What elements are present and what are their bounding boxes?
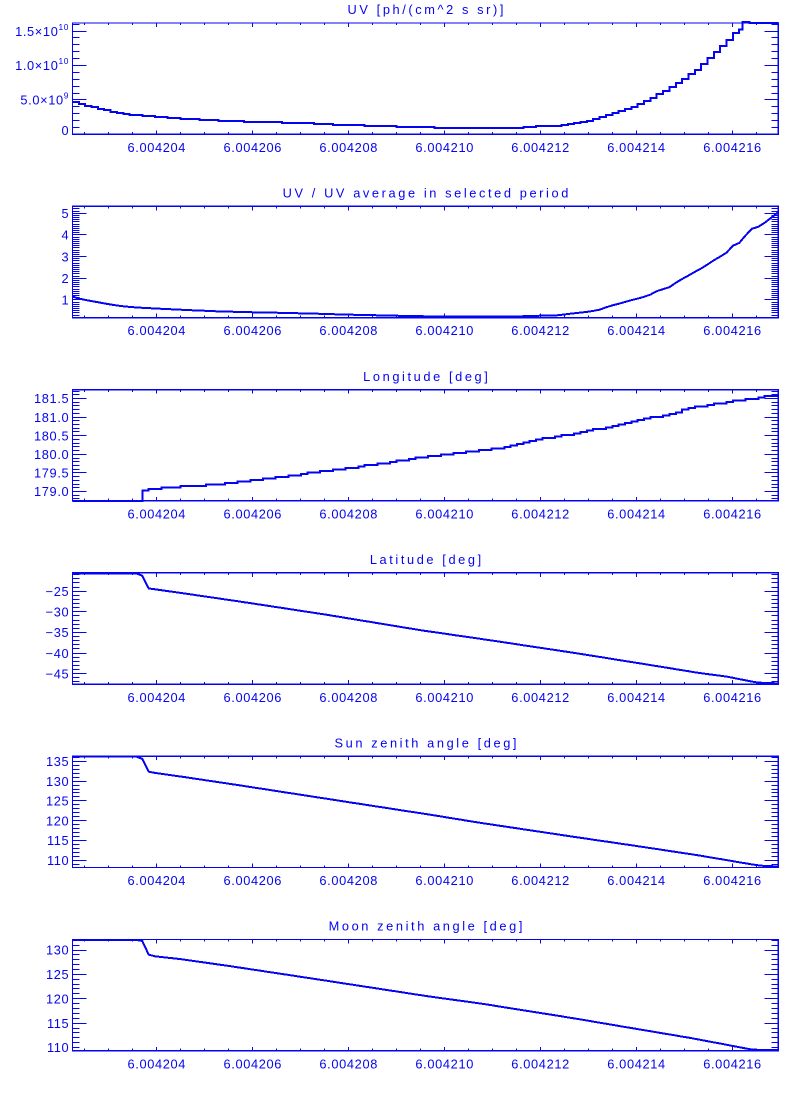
svg-text:Moon zenith angle [deg]: Moon zenith angle [deg] (329, 919, 525, 934)
svg-text:−40: −40 (46, 646, 70, 661)
svg-text:6.004206: 6.004206 (224, 873, 283, 888)
svg-text:115: 115 (47, 833, 69, 848)
svg-text:6.004206: 6.004206 (224, 507, 283, 522)
svg-text:6.004214: 6.004214 (607, 507, 666, 522)
svg-text:6.004216: 6.004216 (703, 507, 762, 522)
svg-text:6.004212: 6.004212 (511, 140, 570, 155)
svg-text:6.004212: 6.004212 (511, 323, 570, 338)
svg-text:0: 0 (62, 123, 70, 138)
svg-text:6.004212: 6.004212 (511, 873, 570, 888)
svg-text:−25: −25 (46, 584, 70, 599)
svg-text:130: 130 (46, 943, 69, 958)
svg-text:115: 115 (47, 1016, 69, 1031)
svg-text:130: 130 (46, 774, 69, 789)
svg-text:1.5×1010: 1.5×1010 (15, 22, 69, 39)
svg-text:1.0×1010: 1.0×1010 (15, 56, 69, 73)
svg-text:6.004214: 6.004214 (607, 873, 666, 888)
svg-text:110: 110 (47, 853, 69, 868)
svg-text:120: 120 (46, 992, 69, 1007)
svg-text:6.004210: 6.004210 (415, 140, 474, 155)
svg-text:2: 2 (62, 271, 70, 286)
svg-text:Sun zenith angle [deg]: Sun zenith angle [deg] (335, 735, 520, 750)
svg-text:6.004216: 6.004216 (703, 873, 762, 888)
svg-text:6.004212: 6.004212 (511, 507, 570, 522)
svg-text:179.0: 179.0 (34, 484, 69, 499)
svg-text:4: 4 (62, 228, 70, 243)
svg-text:Longitude [deg]: Longitude [deg] (363, 369, 490, 384)
svg-text:135: 135 (46, 754, 69, 769)
svg-text:6.004210: 6.004210 (415, 323, 474, 338)
svg-text:6.004204: 6.004204 (128, 140, 187, 155)
svg-text:6.004214: 6.004214 (607, 140, 666, 155)
svg-text:Latitude [deg]: Latitude [deg] (370, 552, 484, 567)
svg-text:UV [ph/(cm^2 s sr)]: UV [ph/(cm^2 s sr)] (348, 2, 507, 17)
svg-text:6.004216: 6.004216 (703, 1056, 762, 1071)
svg-text:6.004206: 6.004206 (224, 140, 283, 155)
svg-text:6.004210: 6.004210 (415, 1056, 474, 1071)
svg-text:6.004204: 6.004204 (128, 873, 187, 888)
svg-text:179.5: 179.5 (34, 466, 69, 481)
svg-text:6.004206: 6.004206 (224, 323, 283, 338)
svg-text:6.004216: 6.004216 (703, 323, 762, 338)
svg-text:6.004214: 6.004214 (607, 323, 666, 338)
svg-text:5.0×109: 5.0×109 (20, 91, 69, 108)
svg-text:6.004204: 6.004204 (128, 323, 187, 338)
svg-text:3: 3 (62, 249, 70, 264)
svg-text:6.004210: 6.004210 (415, 873, 474, 888)
svg-text:6.004214: 6.004214 (607, 690, 666, 705)
svg-text:6.004210: 6.004210 (415, 507, 474, 522)
svg-text:6.004208: 6.004208 (319, 690, 378, 705)
svg-text:180.5: 180.5 (34, 428, 69, 443)
svg-text:6.004206: 6.004206 (224, 690, 283, 705)
svg-text:−35: −35 (46, 625, 70, 640)
svg-text:6.004204: 6.004204 (128, 507, 187, 522)
svg-text:−45: −45 (46, 666, 70, 681)
svg-text:181.5: 181.5 (34, 391, 69, 406)
svg-text:6.004210: 6.004210 (415, 690, 474, 705)
svg-text:6.004216: 6.004216 (703, 140, 762, 155)
svg-text:6.004212: 6.004212 (511, 1056, 570, 1071)
svg-text:6.004204: 6.004204 (128, 690, 187, 705)
svg-text:6.004206: 6.004206 (224, 1056, 283, 1071)
svg-text:6.004208: 6.004208 (319, 1056, 378, 1071)
svg-text:UV / UV average in selected pe: UV / UV average in selected period (283, 186, 571, 201)
svg-text:6.004208: 6.004208 (319, 873, 378, 888)
svg-text:6.004216: 6.004216 (703, 690, 762, 705)
svg-text:110: 110 (47, 1040, 69, 1055)
svg-text:180.0: 180.0 (34, 447, 69, 462)
svg-text:6.004204: 6.004204 (128, 1056, 187, 1071)
svg-text:−30: −30 (46, 605, 70, 620)
svg-text:6.004208: 6.004208 (319, 507, 378, 522)
svg-text:6.004212: 6.004212 (511, 690, 570, 705)
svg-text:5: 5 (62, 206, 70, 221)
svg-text:6.004214: 6.004214 (607, 1056, 666, 1071)
svg-text:120: 120 (46, 813, 69, 828)
svg-text:125: 125 (46, 794, 69, 809)
svg-text:125: 125 (46, 967, 69, 982)
svg-text:1: 1 (62, 293, 70, 308)
svg-text:181.0: 181.0 (34, 410, 69, 425)
svg-text:6.004208: 6.004208 (319, 140, 378, 155)
svg-text:6.004208: 6.004208 (319, 323, 378, 338)
